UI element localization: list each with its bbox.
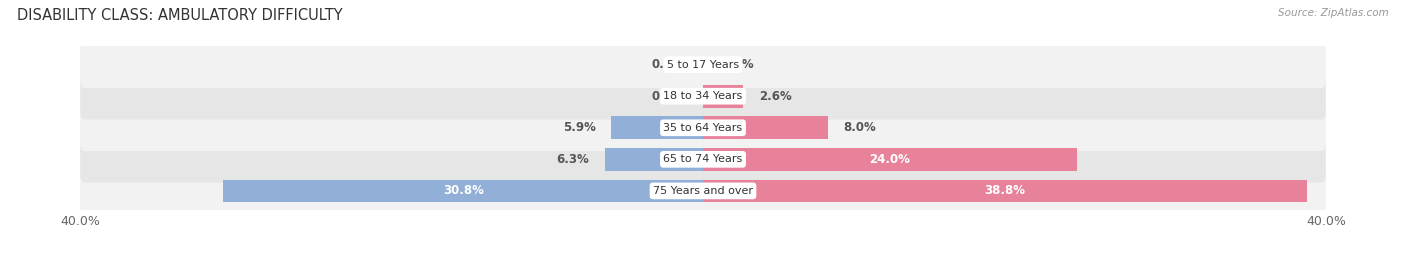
Text: 0.0%: 0.0% — [652, 58, 685, 71]
Text: 5.9%: 5.9% — [562, 121, 596, 134]
Text: 0.0%: 0.0% — [721, 58, 754, 71]
FancyBboxPatch shape — [80, 168, 1326, 214]
Bar — [703, 179, 1308, 202]
Text: 2.6%: 2.6% — [759, 90, 792, 103]
Bar — [703, 148, 1077, 171]
Text: 6.3%: 6.3% — [557, 153, 589, 166]
Bar — [703, 116, 828, 139]
Text: 18 to 34 Years: 18 to 34 Years — [664, 91, 742, 101]
Bar — [605, 148, 703, 171]
Text: 0.0%: 0.0% — [652, 90, 685, 103]
Text: Source: ZipAtlas.com: Source: ZipAtlas.com — [1278, 8, 1389, 18]
FancyBboxPatch shape — [80, 41, 1326, 88]
Legend: Male, Female: Male, Female — [638, 266, 768, 269]
FancyBboxPatch shape — [80, 136, 1326, 183]
Text: 38.8%: 38.8% — [984, 184, 1025, 197]
Text: 65 to 74 Years: 65 to 74 Years — [664, 154, 742, 164]
Bar — [224, 179, 703, 202]
Text: 24.0%: 24.0% — [869, 153, 910, 166]
Text: 30.8%: 30.8% — [443, 184, 484, 197]
Text: 35 to 64 Years: 35 to 64 Years — [664, 123, 742, 133]
Text: 75 Years and over: 75 Years and over — [652, 186, 754, 196]
Text: DISABILITY CLASS: AMBULATORY DIFFICULTY: DISABILITY CLASS: AMBULATORY DIFFICULTY — [17, 8, 343, 23]
FancyBboxPatch shape — [80, 73, 1326, 119]
FancyBboxPatch shape — [80, 104, 1326, 151]
Bar — [703, 85, 744, 108]
Text: 8.0%: 8.0% — [844, 121, 876, 134]
Bar — [612, 116, 703, 139]
Text: 5 to 17 Years: 5 to 17 Years — [666, 60, 740, 70]
